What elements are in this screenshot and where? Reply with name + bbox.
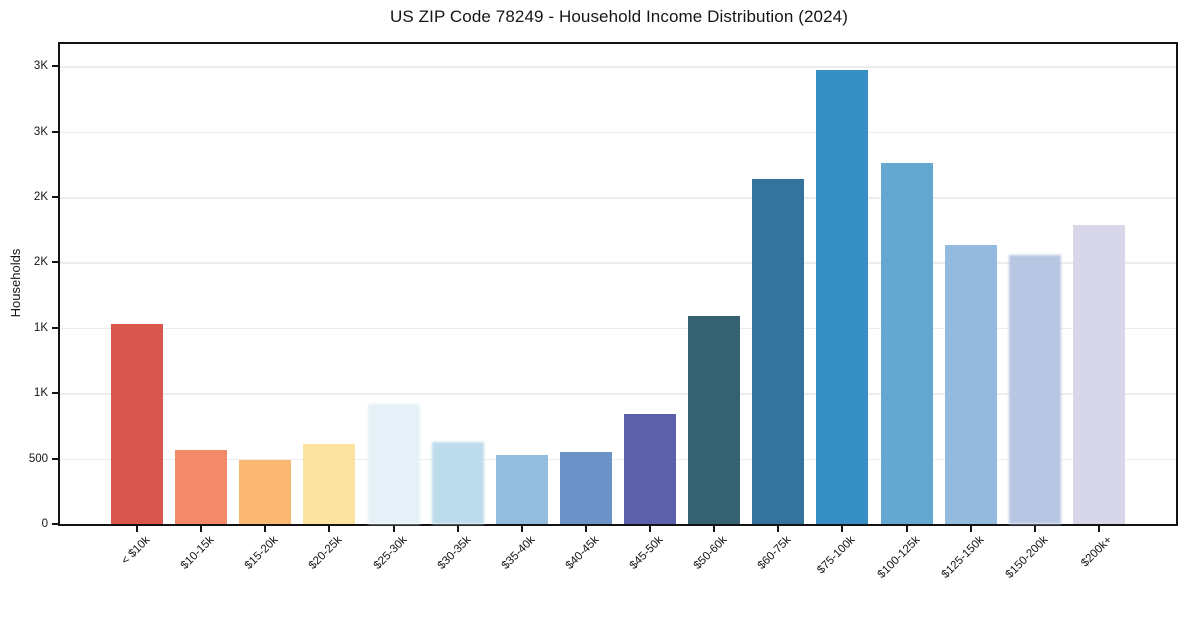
bar: [944, 244, 997, 524]
y-tick-label: 3K: [33, 60, 48, 73]
y-tick-label: 1K: [33, 387, 48, 400]
bar: [752, 179, 805, 524]
x-tick-mark: [1097, 526, 1100, 532]
x-tick-mark: [649, 526, 652, 532]
x-tick-mark: [200, 526, 203, 532]
gridline: [60, 197, 1176, 199]
y-tick-mark: [52, 130, 58, 133]
bar: [1008, 254, 1061, 524]
bar: [816, 69, 869, 524]
x-tick-mark: [777, 526, 780, 532]
x-tick-mark: [1033, 526, 1036, 532]
y-tick-label: 500: [28, 452, 48, 465]
x-tick-mark: [136, 526, 139, 532]
y-tick-label: 0: [41, 518, 48, 530]
bar: [688, 316, 741, 524]
gridline: [60, 131, 1176, 134]
income-distribution-figure: US ZIP Code 78249 - Household Income Dis…: [8, 7, 1178, 581]
x-tick-mark: [392, 526, 395, 532]
x-tick-mark: [713, 526, 716, 532]
x-tick-mark: [456, 526, 459, 532]
x-tick-mark: [905, 526, 908, 532]
x-tick-mark: [520, 526, 523, 532]
y-tick-mark: [52, 65, 58, 68]
bar: [495, 454, 548, 524]
y-tick-mark: [52, 457, 58, 460]
y-tick-label: 2K: [33, 256, 48, 269]
bar: [111, 323, 164, 524]
gridline: [60, 458, 1176, 461]
gridline: [60, 66, 1176, 68]
gridline: [60, 327, 1176, 330]
x-tick-mark: [264, 526, 267, 532]
y-tick-label: 1K: [33, 321, 48, 334]
x-tick-mark: [969, 526, 972, 532]
chart-title: US ZIP Code 78249 - Household Income Dis…: [390, 7, 848, 26]
x-tick-mark: [328, 526, 331, 532]
gridline: [60, 262, 1176, 264]
plot-area: [58, 42, 1178, 526]
y-tick-label: 2K: [33, 191, 48, 203]
y-tick-mark: [52, 196, 58, 198]
x-tick-mark: [584, 526, 587, 532]
y-tick-mark: [52, 392, 58, 395]
bar: [624, 414, 677, 524]
y-tick-mark: [52, 261, 58, 264]
x-tick-mark: [841, 526, 844, 532]
y-tick-label: 3K: [33, 125, 48, 138]
bar: [431, 441, 484, 524]
bar: [367, 403, 420, 524]
bar: [559, 452, 612, 524]
bar: [1072, 224, 1125, 524]
y-tick-mark: [52, 326, 58, 329]
bar: [880, 163, 933, 524]
y-tick-mark: [52, 523, 58, 525]
bar: [175, 450, 228, 524]
gridline: [60, 393, 1176, 395]
bar: [303, 444, 356, 524]
bar: [239, 459, 292, 524]
